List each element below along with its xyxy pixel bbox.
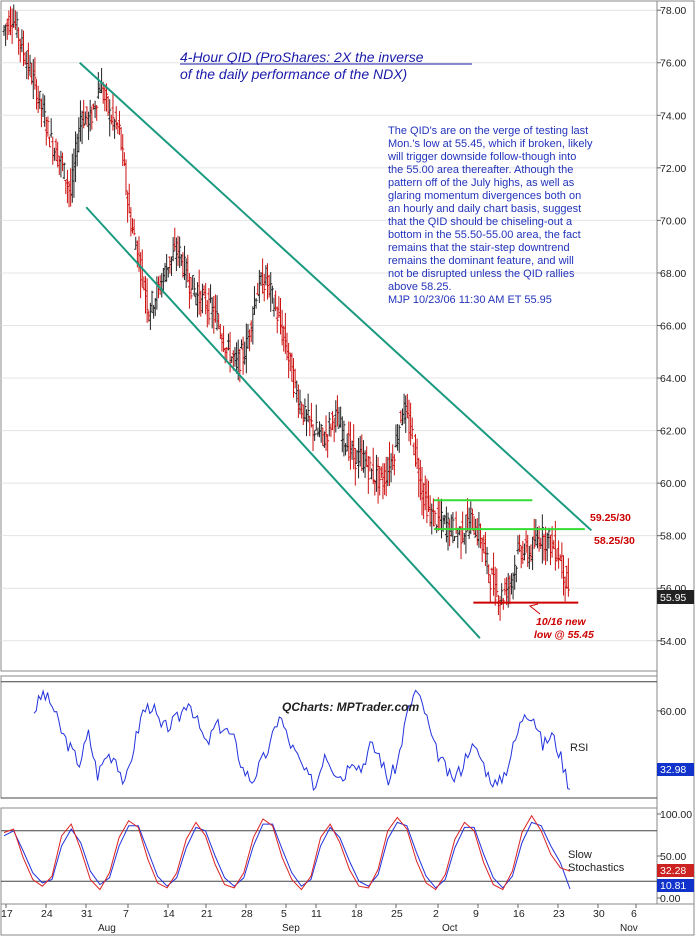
level-label-lower: 58.25/30 — [594, 535, 635, 547]
price-tick-label: 58.00 — [660, 531, 686, 543]
new-low-arrow — [528, 603, 541, 615]
x-tick-label: 11 — [311, 908, 322, 920]
stoch-k-value-box — [657, 864, 694, 877]
commentary-line: the 55.00 area thereafter. Athough the — [388, 164, 573, 176]
level-label-upper: 59.25/30 — [590, 512, 631, 524]
x-month-label: Aug — [98, 923, 116, 934]
x-tick-label: 7 — [123, 908, 129, 920]
price-tick-label: 68.00 — [660, 268, 686, 280]
price-tick-label: 70.00 — [660, 215, 686, 227]
commentary-line: Mon.'s low at 55.45, which if broken, li… — [388, 138, 593, 150]
stochastics-k-line — [3, 814, 571, 891]
price-tick-label: 76.00 — [660, 58, 686, 70]
watermark: QCharts: MPTrader.com — [282, 700, 419, 714]
price-tick-label: 74.00 — [660, 110, 686, 122]
commentary-text: The QID's are on the verge of testing la… — [387, 125, 593, 306]
commentary-line: MJP 10/23/06 11:30 AM ET 55.95 — [388, 294, 552, 306]
rsi-panel: QCharts: MPTrader.com RSI — [0, 675, 658, 799]
commentary-line: remains the dominant feature, and will — [388, 255, 574, 267]
stochastics-y-axis: 0.00 50.00 100.00 — [657, 809, 692, 905]
stochastics-tick-label: 0.00 — [660, 893, 681, 905]
title-line-2: of the daily performance of the NDX) — [180, 66, 407, 82]
price-tick-label: 66.00 — [660, 320, 686, 332]
trend-channel — [79, 62, 593, 639]
x-axis-strip — [0, 903, 695, 936]
chart-title: 4-Hour QID (ProShares: 2X the inverse of… — [180, 49, 472, 82]
x-tick-label: 2 — [433, 908, 439, 920]
stochastics-label-line-1: Slow — [568, 849, 592, 861]
price-bars — [2, 4, 570, 621]
stoch-k-value: 32.28 — [660, 865, 686, 877]
commentary-line: an hourly and daily chart basis, suggest — [388, 203, 581, 215]
price-tick-label: 62.00 — [660, 426, 686, 438]
commentary-line: not be disrupted unless the QID rallies — [388, 268, 575, 280]
x-month-label: Oct — [442, 923, 458, 934]
stoch-d-value-box — [657, 879, 694, 892]
new-low-label-1: 10/16 new — [536, 616, 586, 628]
rsi-guides — [1, 681, 657, 799]
stochastics-tick-label: 100.00 — [660, 809, 692, 821]
x-tick-label: 25 — [391, 908, 403, 920]
stochastics-guides — [1, 830, 657, 882]
x-tick-label: 5 — [281, 908, 287, 920]
x-tick-label: 21 — [201, 908, 213, 920]
rsi-value: 32.98 — [660, 764, 686, 776]
rsi-value-box — [657, 763, 694, 776]
stochastics-label-line-2: Stochastics — [568, 862, 625, 874]
x-tick-label: 31 — [81, 908, 93, 920]
stochastics-panel: Slow Stochastics — [0, 807, 658, 905]
new-low-label-2: low @ 55.45 — [534, 629, 594, 641]
commentary-line: bottom in the 55.50-55.00 area, the fact — [388, 229, 581, 241]
channel-lower-line — [85, 206, 481, 639]
rsi-tick-label: 60.00 — [660, 706, 686, 718]
x-tick-label: 23 — [553, 908, 565, 920]
stochastics-d-line — [3, 821, 571, 890]
x-tick-label: 24 — [41, 908, 53, 920]
price-tick-label: 72.00 — [660, 163, 686, 175]
price-tick-label: 60.00 — [660, 478, 686, 490]
title-line-1: 4-Hour QID (ProShares: 2X the inverse — [180, 49, 424, 65]
x-tick-label: 17 — [1, 908, 13, 920]
commentary-line: remains that the stair-step downtrend — [388, 242, 570, 254]
stochastics-tick-label: 50.00 — [660, 851, 686, 863]
x-tick-label: 9 — [473, 908, 479, 920]
rsi-label: RSI — [570, 742, 588, 754]
x-axis: 17 24 31 7 14 21 28 5 11 18 25 2 9 16 23 30 6 Aug Sep Oct No… — [1, 904, 638, 934]
stoch-d-value: 10.81 — [660, 880, 686, 892]
x-tick-label: 18 — [351, 908, 363, 920]
x-tick-label: 14 — [163, 908, 175, 920]
x-tick-label: 16 — [513, 908, 525, 920]
price-panel — [0, 0, 658, 672]
commentary-line: that the QID should be chiseling-out a — [388, 216, 573, 228]
x-tick-label: 30 — [593, 908, 605, 920]
commentary-line: above 58.25. — [388, 281, 452, 293]
last-price-value: 55.95 — [660, 592, 686, 604]
x-month-label: Sep — [282, 923, 300, 934]
commentary-line: will trigger downside follow-though into — [387, 151, 576, 163]
commentary-line: The QID's are on the verge of testing la… — [388, 125, 588, 137]
last-price-box — [657, 590, 694, 604]
y-axis-strip — [656, 0, 695, 905]
channel-upper-line — [79, 62, 593, 532]
price-tick-label: 54.00 — [660, 636, 686, 648]
price-tick-label: 78.00 — [660, 5, 686, 17]
price-tick-label: 64.00 — [660, 373, 686, 385]
price-y-axis: 54.0056.0058.0060.0062.0064.0066.0068.00… — [657, 5, 686, 648]
x-month-label: Nov — [620, 923, 638, 934]
x-tick-label: 6 — [631, 908, 637, 920]
commentary-line: pattern off of the July highs, as well a… — [388, 177, 575, 189]
commentary-line: glaring momentum divergences both on — [388, 190, 581, 202]
rsi-series-line — [33, 689, 571, 792]
x-tick-label: 28 — [241, 908, 253, 920]
